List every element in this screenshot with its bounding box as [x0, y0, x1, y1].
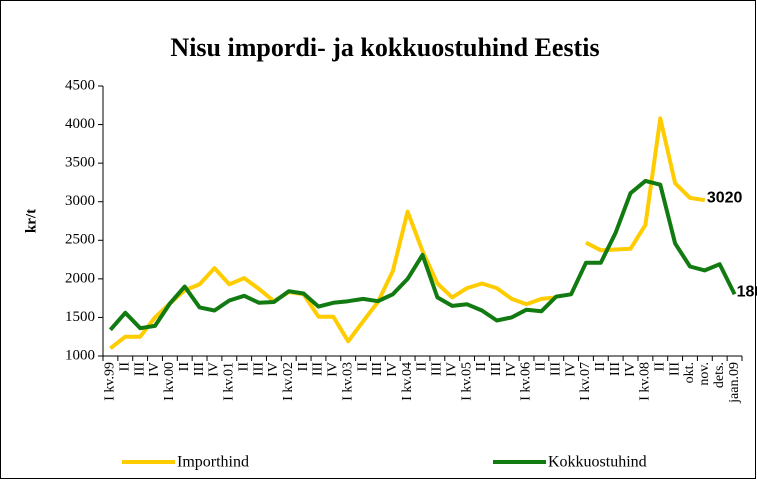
x-tick-label: I kv.08 [638, 362, 653, 401]
y-tick-label: 2500 [65, 232, 95, 248]
x-tick-label: II [296, 362, 311, 372]
x-tick-label: I kv.01 [222, 362, 237, 401]
x-tick-label: II [474, 362, 489, 372]
x-tick-label: nov. [697, 362, 712, 386]
x-tick-label: IV [266, 362, 281, 377]
x-tick-label: III [489, 362, 504, 376]
y-tick-label: 3000 [65, 193, 95, 209]
x-tick-label: II [177, 362, 192, 372]
x-tick-label: I kv.04 [400, 362, 415, 401]
x-tick-label: I kv.06 [519, 362, 534, 401]
x-tick-label: IV [444, 362, 459, 377]
x-tick-label: III [192, 362, 207, 376]
y-axis-label: kr/t [23, 209, 39, 233]
x-tick-label: I kv.02 [281, 362, 296, 401]
x-tick-label: dets. [712, 362, 727, 388]
y-tick-label: 4500 [65, 77, 95, 93]
x-tick-label: III [667, 362, 682, 376]
data-label: 3020 [707, 189, 743, 206]
y-tick-label: 2000 [65, 270, 95, 286]
x-tick-label: IV [385, 362, 400, 377]
x-tick-label: IV [207, 362, 222, 377]
x-tick-label: II [534, 362, 549, 372]
y-tick-label: 1500 [65, 309, 95, 325]
series-line [108, 178, 737, 332]
x-tick-label: II [118, 362, 133, 372]
x-tick-label: IV [147, 362, 162, 377]
x-tick-label: I kv.99 [103, 362, 118, 401]
x-tick-label: jaan.09 [727, 362, 742, 404]
x-tick-label: I kv.03 [340, 362, 355, 401]
y-tick-label: 1000 [65, 347, 95, 363]
x-tick-label: IV [623, 362, 638, 377]
legend-label: Kokkuostuhind [548, 454, 647, 471]
x-tick-label: III [132, 362, 147, 376]
chart-title: Nisu impordi- ja kokkuostuhind Eestis [170, 33, 599, 62]
x-tick-label: IV [504, 362, 519, 377]
legend-label: Importhind [177, 454, 249, 471]
x-tick-label: II [593, 362, 608, 372]
x-tick-label: okt. [682, 362, 697, 383]
x-tick-label: III [548, 362, 563, 376]
y-tick-label: 4000 [65, 116, 95, 132]
x-tick-label: II [415, 362, 430, 372]
x-tick-label: II [652, 362, 667, 372]
x-tick-label: III [251, 362, 266, 376]
x-tick-label: IV [326, 362, 341, 377]
x-tick-label: III [608, 362, 623, 376]
x-tick-label: I kv.05 [459, 362, 474, 401]
x-tick-label: II [355, 362, 370, 372]
y-tick-label: 3500 [65, 155, 95, 171]
data-label: 1800 [737, 284, 757, 301]
x-tick-label: III [311, 362, 326, 376]
x-tick-label: IV [563, 362, 578, 377]
x-tick-label: I kv.00 [162, 362, 177, 401]
x-tick-label: II [236, 362, 251, 372]
x-tick-label: III [430, 362, 445, 376]
x-tick-label: III [370, 362, 385, 376]
x-tick-label: I kv.07 [578, 362, 593, 401]
